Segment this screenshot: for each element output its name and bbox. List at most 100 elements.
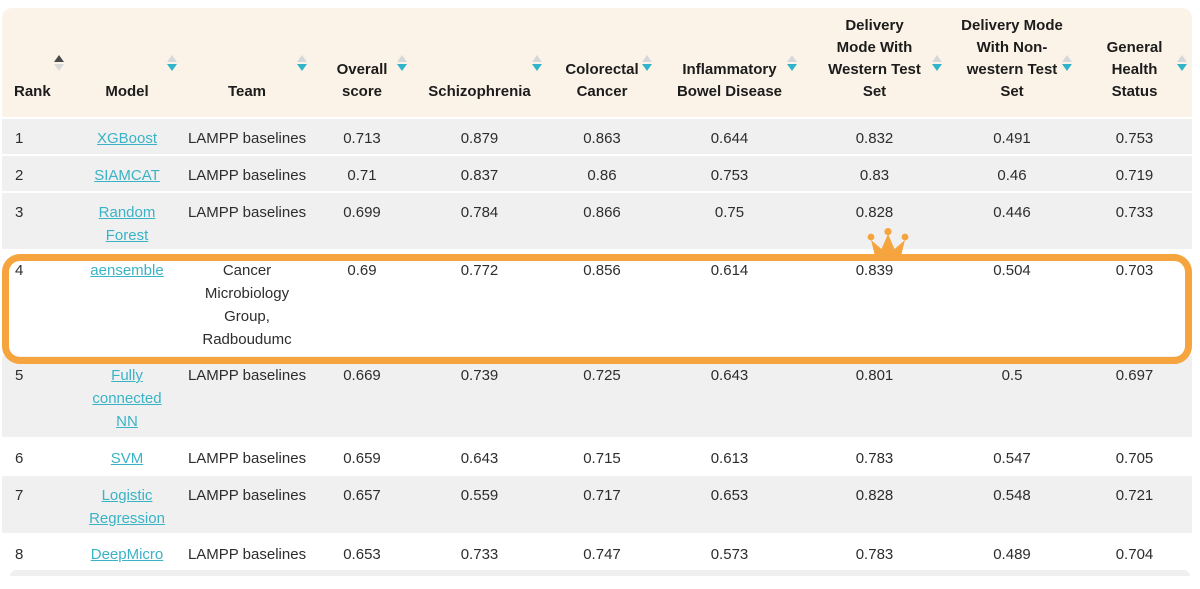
team-cell: LAMPP baselines — [182, 355, 312, 439]
model-link[interactable]: aensemble — [90, 262, 164, 279]
model-link[interactable]: Fully connected NN — [92, 367, 162, 430]
column-header-model[interactable]: Model — [72, 8, 182, 119]
score-cell: 0.784 — [412, 192, 547, 251]
score-cell: 0.801 — [802, 355, 947, 439]
score-cell: 0.832 — [802, 118, 947, 156]
score-cell: 0.753 — [1077, 118, 1192, 156]
table-row-rank-4-highlighted: 4 aensemble Cancer Microbiology Group, R… — [2, 250, 1192, 356]
score-cell: 0.504 — [947, 250, 1077, 356]
score-cell: 0.828 — [802, 192, 947, 251]
sort-icon — [932, 55, 942, 71]
column-label: Delivery Mode With Non-western Test Set — [961, 17, 1063, 100]
sort-icon — [1062, 55, 1072, 71]
score-cell: 0.613 — [657, 438, 802, 476]
score-cell: 0.747 — [547, 534, 657, 568]
score-cell: 0.705 — [1077, 438, 1192, 476]
team-name: LAMPP baselines — [187, 546, 307, 563]
column-header-schizophrenia[interactable]: Schizophrenia — [412, 8, 547, 119]
team-cell: LAMPP baselines — [182, 438, 312, 476]
column-label: Team — [227, 83, 267, 100]
column-header-overall-score[interactable]: Overall score — [312, 8, 412, 119]
column-header-delivery-mode-non-western[interactable]: Delivery Mode With Non-western Test Set — [947, 8, 1077, 119]
column-header-rank[interactable]: Rank — [2, 8, 72, 119]
score-cell: 0.643 — [657, 355, 802, 439]
model-cell: SVM — [72, 438, 182, 476]
table-row-rank-2: 2 SIAMCAT LAMPP baselines 0.71 0.837 0.8… — [2, 155, 1192, 193]
sort-icon — [1177, 55, 1187, 71]
column-header-team[interactable]: Team — [182, 8, 312, 119]
score-cell: 0.559 — [412, 475, 547, 535]
column-label: Overall score — [336, 61, 388, 100]
score-cell: 0.83 — [802, 155, 947, 193]
column-header-inflammatory-bowel-disease[interactable]: Inflammatory Bowel Disease — [657, 8, 802, 119]
column-label: Rank — [14, 83, 51, 100]
table-row-rank-5: 5 Fully connected NN LAMPP baselines 0.6… — [2, 355, 1192, 439]
model-link[interactable]: DeepMicro — [90, 546, 164, 563]
column-label: General Health Status — [1106, 39, 1163, 100]
model-link[interactable]: Logistic Regression — [89, 487, 165, 527]
team-name: LAMPP baselines — [187, 167, 307, 184]
column-label: Inflammatory Bowel Disease — [676, 61, 783, 100]
column-header-colorectal-cancer[interactable]: Colorectal Cancer — [547, 8, 657, 119]
rank-cell: 8 — [2, 534, 72, 568]
score-cell: 0.446 — [947, 192, 1077, 251]
score-cell: 0.866 — [547, 192, 657, 251]
model-cell: XGBoost — [72, 118, 182, 156]
rank-cell: 6 — [2, 438, 72, 476]
sort-icon — [787, 55, 797, 71]
score-cell: 0.489 — [947, 534, 1077, 568]
team-name: LAMPP baselines — [187, 450, 307, 467]
table-row-rank-6: 6 SVM LAMPP baselines 0.659 0.643 0.715 … — [2, 438, 1192, 476]
score-cell: 0.733 — [1077, 192, 1192, 251]
score-cell: 0.753 — [657, 155, 802, 193]
score-cell: 0.717 — [547, 475, 657, 535]
score-cell: 0.703 — [1077, 250, 1192, 356]
sort-icon — [397, 55, 407, 71]
score-cell: 0.739 — [412, 355, 547, 439]
table-row-rank-8: 8 DeepMicro LAMPP baselines 0.653 0.733 … — [2, 534, 1192, 568]
header-row: Rank Model Team Overall score Schizophre… — [2, 8, 1192, 119]
score-cell: 0.86 — [547, 155, 657, 193]
model-link[interactable]: SVM — [110, 450, 144, 467]
score-cell: 0.643 — [412, 438, 547, 476]
table-row-rank-7: 7 Logistic Regression LAMPP baselines 0.… — [2, 475, 1192, 535]
rank-cell: 4 — [2, 250, 72, 356]
score-cell: 0.721 — [1077, 475, 1192, 535]
team-cell: LAMPP baselines — [182, 475, 312, 535]
score-cell: 0.713 — [312, 118, 412, 156]
score-cell: 0.46 — [947, 155, 1077, 193]
model-cell: DeepMicro — [72, 534, 182, 568]
sort-icon — [297, 55, 307, 71]
team-name: LAMPP baselines — [187, 204, 307, 221]
column-label: Schizophrenia — [428, 83, 531, 100]
sort-icon — [54, 55, 64, 71]
model-link[interactable]: XGBoost — [96, 130, 158, 147]
model-cell: Random Forest — [72, 192, 182, 251]
model-link[interactable]: SIAMCAT — [94, 167, 160, 184]
team-name: LAMPP baselines — [187, 367, 307, 384]
team-cell: LAMPP baselines — [182, 192, 312, 251]
score-cell: 0.839 — [802, 250, 947, 356]
column-header-general-health-status[interactable]: General Health Status — [1077, 8, 1192, 119]
score-cell: 0.697 — [1077, 355, 1192, 439]
team-cell: LAMPP baselines — [182, 118, 312, 156]
sort-icon — [642, 55, 652, 71]
team-name: LAMPP baselines — [187, 487, 307, 504]
sort-icon — [532, 55, 542, 71]
model-link[interactable]: Random Forest — [98, 204, 156, 244]
score-cell: 0.783 — [802, 438, 947, 476]
column-header-delivery-mode-western[interactable]: Delivery Mode With Western Test Set — [802, 8, 947, 119]
score-cell: 0.653 — [657, 475, 802, 535]
leaderboard-table: Rank Model Team Overall score Schizophre… — [2, 8, 1192, 568]
score-cell: 0.653 — [312, 534, 412, 568]
column-label: Delivery Mode With Western Test Set — [828, 17, 921, 100]
rank-cell: 3 — [2, 192, 72, 251]
score-cell: 0.856 — [547, 250, 657, 356]
rank-cell: 7 — [2, 475, 72, 535]
next-row-partial — [10, 570, 1190, 576]
score-cell: 0.733 — [412, 534, 547, 568]
score-cell: 0.71 — [312, 155, 412, 193]
score-cell: 0.75 — [657, 192, 802, 251]
team-cell: LAMPP baselines — [182, 155, 312, 193]
